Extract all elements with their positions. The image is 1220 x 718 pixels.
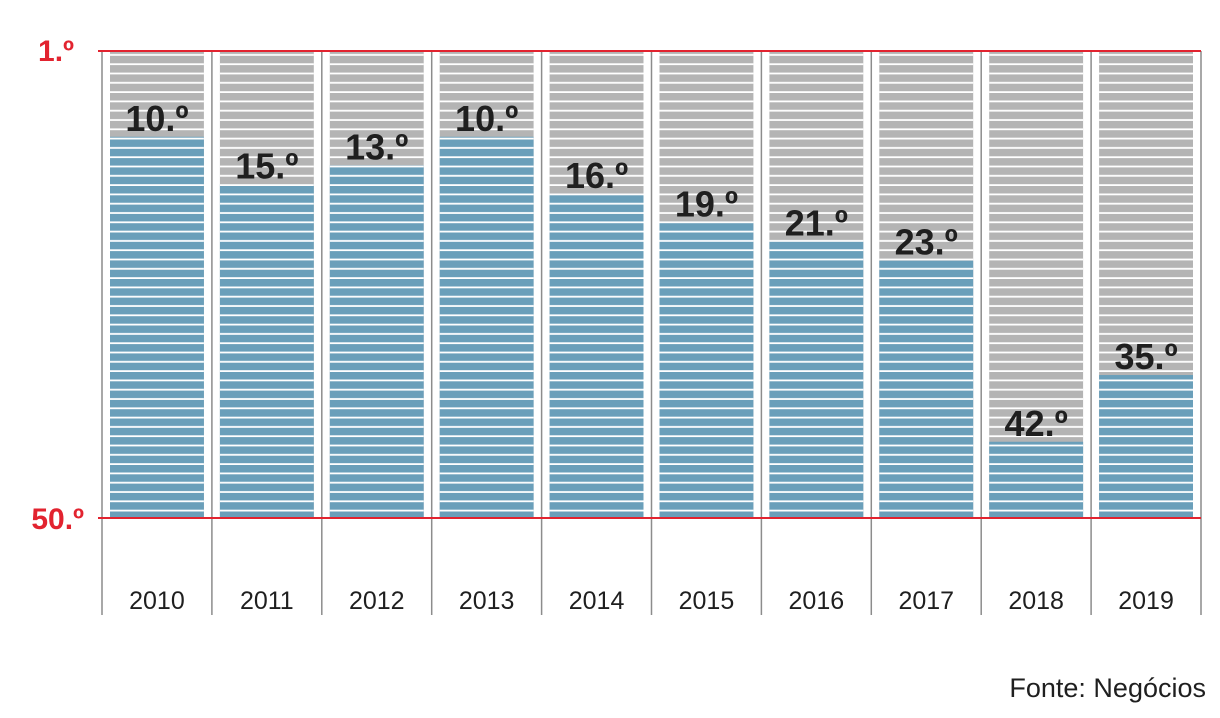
bar-stripes — [989, 51, 1084, 518]
x-tick-label: 2013 — [459, 587, 515, 615]
bar-stripes — [439, 51, 534, 518]
bar-value-label: 15.º — [235, 145, 298, 186]
bar-stripes — [769, 51, 864, 518]
bar-value-label: 23.º — [895, 222, 958, 263]
x-tick-label: 2016 — [789, 587, 845, 615]
bar-value-label: 16.º — [565, 155, 628, 196]
bar-stripes — [219, 51, 314, 518]
bar-value-label: 19.º — [675, 184, 738, 225]
lines-layer — [98, 50, 1202, 615]
x-tick-label: 2015 — [679, 587, 735, 615]
bar-stripes — [110, 51, 204, 518]
bar-stripes — [879, 51, 974, 518]
x-tick-label: 2018 — [1008, 587, 1064, 615]
x-tick-label: 2017 — [898, 587, 954, 615]
bar-stripes — [549, 51, 644, 518]
bar-stripes — [659, 51, 754, 518]
x-tick-label: 2012 — [349, 587, 405, 615]
bar-value-label: 10.º — [125, 98, 188, 139]
columns-layer — [110, 51, 1193, 519]
source-credit: Fonte: Negócios — [1009, 673, 1206, 703]
bar-value-label: 42.º — [1005, 403, 1068, 444]
x-tick-label: 2014 — [569, 587, 625, 615]
bar-stripes — [329, 51, 424, 518]
labels-layer: 10.º 2010 15.º 2011 13.º 2012 10.º 2013 16.º 2014… — [125, 98, 1177, 615]
bar-value-label: 10.º — [455, 98, 518, 139]
bar-stripes — [1099, 51, 1193, 518]
x-tick-label: 2010 — [129, 587, 185, 615]
bar-value-label: 13.º — [345, 126, 408, 167]
bar-value-label: 35.º — [1114, 336, 1177, 377]
x-tick-label: 2019 — [1118, 587, 1174, 615]
x-tick-label: 2011 — [240, 587, 294, 615]
y-axis-top-label: 1.º — [38, 35, 74, 68]
y-axis-bottom-label: 50.º — [31, 503, 84, 536]
bar-value-label: 21.º — [785, 203, 848, 244]
